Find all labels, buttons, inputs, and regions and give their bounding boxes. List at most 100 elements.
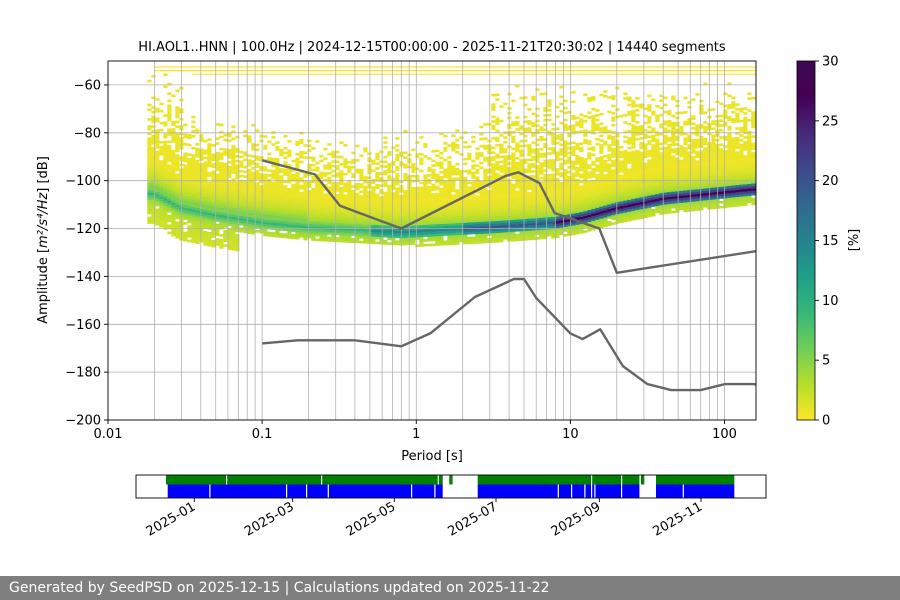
heatmap-cell [627, 130, 632, 133]
heatmap-cell [347, 235, 352, 238]
heatmap-cell [251, 145, 256, 149]
heatmap-cell [619, 218, 624, 221]
heatmap-cell [647, 207, 652, 210]
heatmap-cell [343, 235, 348, 238]
heatmap-cell [307, 144, 312, 148]
heatmap-cell [271, 181, 276, 185]
heatmap-cell [683, 163, 688, 167]
heatmap-cell [287, 173, 292, 177]
heatmap-cell [247, 137, 252, 141]
heatmap-cell [207, 183, 212, 187]
heatmap-cell [183, 207, 188, 211]
heatmap-cell [531, 196, 536, 200]
heatmap-cell [431, 185, 436, 189]
heatmap-cell [439, 240, 444, 244]
heatmap-cell [279, 170, 284, 174]
heatmap-cell [523, 194, 528, 198]
heatmap-cell [563, 202, 568, 206]
heatmap-cell [167, 214, 172, 218]
heatmap-cell [191, 223, 196, 227]
heatmap-cell [687, 187, 692, 191]
heatmap-cell [211, 170, 216, 173]
heatmap-cell [155, 98, 160, 101]
heatmap-cell [563, 159, 568, 163]
heatmap-cell [359, 185, 364, 189]
heatmap-cell [363, 190, 368, 194]
heatmap-cell [271, 212, 276, 216]
heatmap-cell [523, 228, 528, 231]
heatmap-cell [651, 175, 656, 178]
heatmap-cell [167, 181, 172, 184]
heatmap-cell [431, 197, 436, 201]
heatmap-cell [447, 168, 452, 171]
heatmap-cell [391, 235, 396, 238]
heatmap-cell [255, 206, 260, 209]
heatmap-cell [151, 158, 156, 162]
heatmap-cell [651, 129, 656, 133]
heatmap-cell [191, 211, 196, 215]
heatmap-cell [395, 209, 400, 212]
heatmap-cell [551, 127, 556, 131]
heatmap-cell [499, 170, 504, 173]
heatmap-cell [251, 155, 256, 158]
heatmap-cell [347, 201, 352, 205]
heatmap-cell [379, 150, 384, 154]
heatmap-cell [511, 164, 516, 167]
heatmap-cell [631, 205, 636, 209]
heatmap-cell [675, 143, 680, 146]
heatmap-cell [163, 162, 168, 165]
heatmap-cell [615, 163, 620, 167]
heatmap-cell [207, 239, 212, 242]
heatmap-cell [519, 161, 524, 165]
heatmap-cell [671, 205, 676, 209]
heatmap-cell [331, 201, 336, 204]
heatmap-cell [439, 209, 444, 212]
heatmap-cell [299, 203, 304, 207]
heatmap-cell [383, 160, 388, 164]
heatmap-cell [363, 221, 368, 225]
heatmap-cell [663, 204, 668, 207]
heatmap-cell [219, 224, 224, 228]
heatmap-cell [559, 85, 564, 89]
heatmap-cell [303, 187, 308, 190]
heatmap-cell [295, 200, 300, 204]
heatmap-cell [283, 218, 288, 222]
heatmap-cell [691, 194, 696, 197]
heatmap-cell [599, 158, 604, 162]
heatmap-cell [287, 154, 292, 158]
heatmap-cell [243, 228, 248, 231]
heatmap-cell [311, 178, 316, 181]
heatmap-cell [583, 119, 588, 123]
heatmap-cell [503, 198, 508, 202]
heatmap-cell [227, 173, 232, 176]
heatmap-cell [663, 149, 668, 152]
heatmap-cell [483, 240, 488, 244]
heatmap-cell [199, 134, 204, 137]
heatmap-cell [587, 140, 592, 143]
heatmap-cell [163, 207, 168, 211]
heatmap-cell [603, 140, 608, 144]
heatmap-cell [455, 232, 460, 236]
heatmap-cell [459, 230, 464, 233]
heatmap-cell [199, 232, 204, 236]
heatmap-cell [279, 213, 284, 217]
heatmap-cell [171, 166, 176, 170]
heatmap-cell [495, 122, 500, 125]
heatmap-cell [443, 168, 448, 171]
heatmap-cell [231, 178, 236, 181]
heatmap-cell [519, 214, 524, 217]
heatmap-cell [527, 184, 532, 188]
heatmap-cell [159, 129, 164, 132]
heatmap-cell [467, 203, 472, 206]
heatmap-cell [283, 163, 288, 167]
heatmap-cell [583, 141, 588, 144]
heatmap-cell [495, 93, 500, 97]
heatmap-cell [551, 178, 556, 181]
heatmap-cell [515, 185, 520, 189]
heatmap-cell [431, 171, 436, 175]
heatmap-cell [675, 147, 680, 151]
heatmap-cell [219, 162, 224, 165]
heatmap-cell [647, 106, 652, 110]
heatmap-cell [611, 138, 616, 141]
heatmap-cell [203, 240, 208, 244]
